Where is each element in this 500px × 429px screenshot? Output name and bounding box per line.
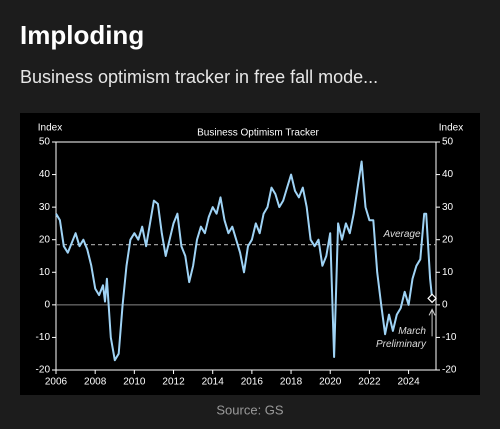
y2-tick-label: 10 <box>442 267 454 278</box>
last-point-marker <box>427 293 437 304</box>
y-tick-label: 0 <box>44 299 50 310</box>
annotation-preliminary: Preliminary <box>376 339 427 350</box>
x-tick-label: 2008 <box>84 377 107 388</box>
average-label: Average <box>382 229 421 240</box>
post-subtitle: Business optimism tracker in free fall m… <box>20 67 378 87</box>
source: Source: GS <box>216 402 284 417</box>
y2-tick-label: -20 <box>442 365 457 376</box>
x-tick-label: 2022 <box>358 377 381 388</box>
y-tick-label: 50 <box>39 137 51 148</box>
y-tick-label: 20 <box>39 234 51 245</box>
y2-axis-label: Index <box>439 123 463 134</box>
y2-tick-label: 0 <box>442 299 448 310</box>
x-tick-label: 2014 <box>202 377 225 388</box>
y-tick-label: 30 <box>39 202 51 213</box>
y2-tick-label: -10 <box>442 332 457 343</box>
y-axis-label: Index <box>38 123 62 134</box>
y2-tick-label: 30 <box>442 202 454 213</box>
annotation-arrowhead <box>428 308 436 316</box>
y-tick-label: 40 <box>39 169 51 180</box>
post-title: Imploding <box>20 20 144 50</box>
chart-area <box>20 113 480 395</box>
x-tick-label: 2006 <box>45 377 68 388</box>
plot-frame <box>55 141 437 371</box>
x-tick-label: 2024 <box>397 377 420 388</box>
y-tick-label: 10 <box>39 267 51 278</box>
annotation-march: March <box>398 326 426 337</box>
x-tick-label: 2012 <box>162 377 185 388</box>
x-tick-label: 2020 <box>319 377 342 388</box>
data-line <box>55 160 434 362</box>
x-tick-label: 2010 <box>123 377 146 388</box>
chart-title: Business Optimism Tracker <box>197 128 319 139</box>
x-tick-label: 2018 <box>280 377 303 388</box>
y-tick-label: -10 <box>36 332 51 343</box>
y-tick-label: -20 <box>36 365 51 376</box>
x-tick-label: 2016 <box>241 377 264 388</box>
y2-tick-label: 50 <box>442 137 454 148</box>
y2-tick-label: 40 <box>442 169 454 180</box>
y2-tick-label: 20 <box>442 234 454 245</box>
